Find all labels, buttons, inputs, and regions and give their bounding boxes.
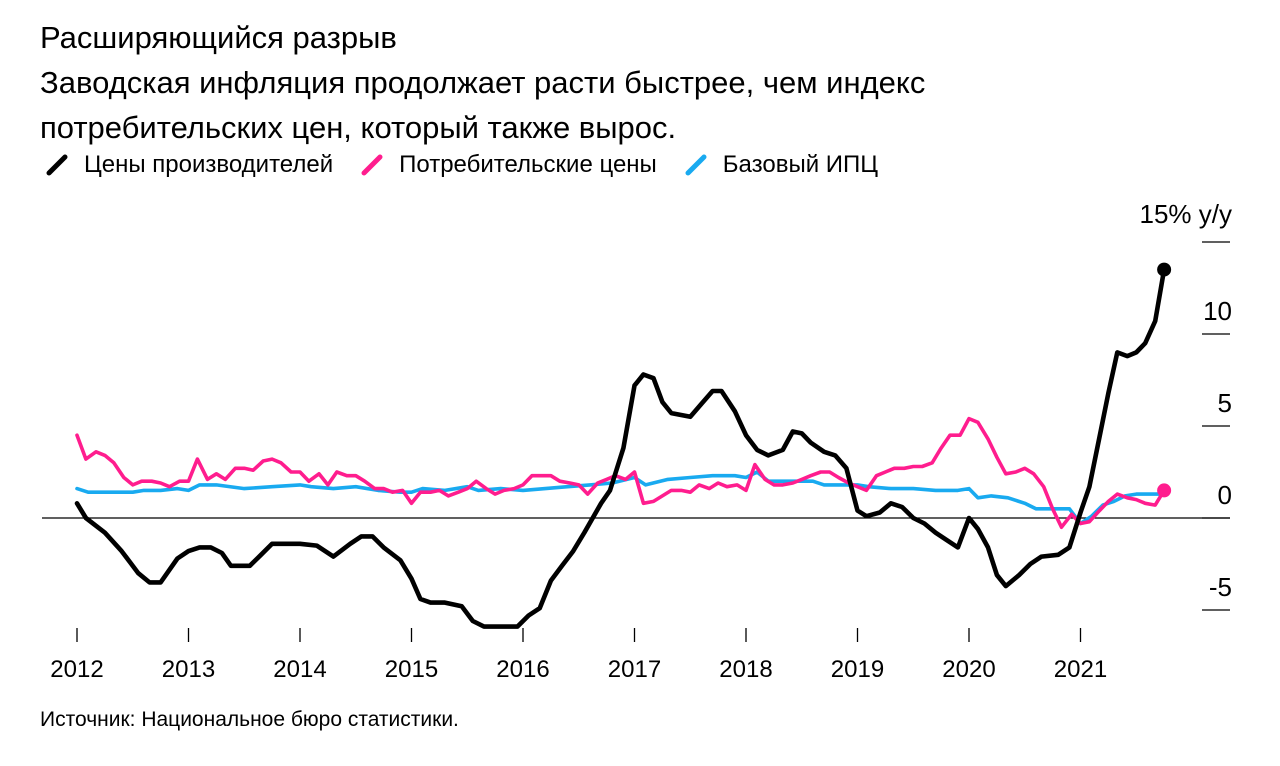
chart-title: Расширяющийся разрыв	[40, 20, 397, 55]
legend-label: Базовый ИПЦ	[722, 151, 879, 178]
legend-item-producer-prices: Цены производителей	[42, 150, 333, 180]
legend-swatch-icon	[46, 154, 68, 176]
x-tick-label: 2017	[608, 656, 661, 683]
x-tick-label: 2019	[831, 656, 884, 683]
source-note: Источник: Национальное бюро статистики.	[40, 708, 459, 731]
legend-item-core-cpi: Базовый ИПЦ	[681, 150, 878, 180]
legend-swatch-icon	[361, 154, 383, 176]
chart-subtitle: Заводская инфляция продолжает расти быст…	[40, 65, 926, 145]
series-line-producer-prices	[74, 267, 1167, 629]
series-line-consumer-prices	[75, 416, 1166, 529]
series-end-marker	[1157, 483, 1172, 498]
series-layer	[74, 262, 1172, 629]
legend-item-consumer-prices: Потребительские цены	[357, 150, 657, 180]
x-tick-label: 2013	[162, 656, 215, 683]
y-tick-label: 5	[1218, 388, 1232, 418]
x-tick-label: 2012	[50, 656, 103, 683]
y-tick-label: 10	[1203, 296, 1232, 326]
x-tick-label: 2018	[719, 656, 772, 683]
series-line-core-cpi	[75, 470, 1166, 526]
x-tick-label: 2021	[1054, 656, 1107, 683]
x-tick-label: 2014	[273, 656, 326, 683]
y-tick-label: -5	[1209, 572, 1232, 602]
y-tick-label: 0	[1218, 480, 1232, 510]
series-end-marker	[1157, 262, 1172, 277]
y-axis: 10 5 0 -5	[42, 241, 1232, 611]
y-unit-label: 15% y/y	[1140, 199, 1233, 229]
legend-swatch-icon	[685, 154, 707, 176]
x-tick-label: 2015	[385, 656, 438, 683]
legend-label: Потребительские цены	[399, 151, 657, 178]
legend-label: Цены производителей	[84, 151, 334, 178]
x-axis: 2012 2013 2014 2015 2016 2017 2018 2019 2020 2021	[50, 628, 1107, 683]
x-tick-label: 2020	[942, 656, 995, 683]
legend: Цены производителей Потребительские цены…	[42, 150, 902, 180]
x-tick-label: 2016	[496, 656, 549, 683]
